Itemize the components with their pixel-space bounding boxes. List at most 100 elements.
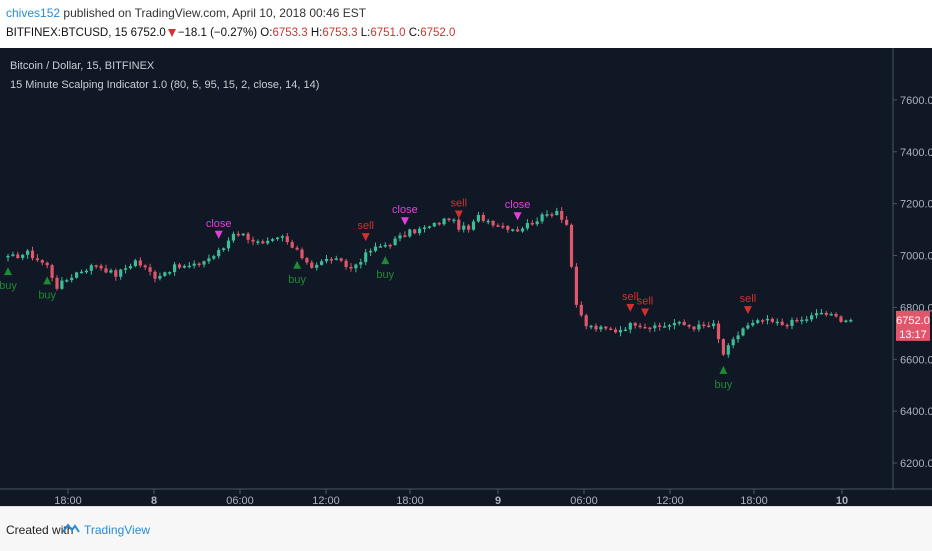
bar-countdown: 13:17 (899, 329, 927, 341)
candle-body (266, 240, 270, 244)
candle-body (579, 304, 583, 316)
candle-body (290, 242, 294, 248)
candle-body (667, 325, 672, 327)
candle-body (222, 248, 226, 250)
candle-body (114, 270, 118, 277)
candle-body (653, 325, 657, 329)
candle-body (295, 247, 299, 250)
down-arrow-icon (167, 29, 176, 37)
author-link[interactable]: chives152 (6, 6, 61, 20)
chart-background (0, 48, 932, 506)
candle-body (364, 252, 368, 263)
candle-body (359, 262, 363, 265)
buy-signal-label: buy (715, 379, 733, 391)
price-chart[interactable]: Bitcoin / Dollar, 15, BITFINEX 15 Minute… (0, 48, 932, 507)
chart-header: chives152 published on TradingView.com, … (0, 0, 932, 48)
candle-body (60, 280, 64, 289)
created-with-text: Created with (6, 523, 74, 537)
candle-body (339, 258, 343, 261)
candle-body (716, 323, 721, 340)
candle-body (751, 322, 755, 326)
candle-body (824, 312, 828, 315)
tradingview-brand[interactable]: TradingView (84, 523, 151, 537)
open-value: 6753.3 (272, 27, 308, 39)
candle-body (692, 326, 696, 330)
time-tick-label: 8 (151, 495, 157, 506)
candle-body (119, 269, 123, 277)
candle-body (207, 258, 211, 262)
candle-body (741, 328, 745, 336)
chart-panel[interactable]: Bitcoin / Dollar, 15, BITFINEX 15 Minute… (0, 48, 932, 507)
candle-body (163, 272, 167, 276)
close-value: 6752.0 (420, 27, 456, 39)
candle-body (138, 260, 142, 266)
candle-body (814, 313, 819, 316)
close-arrow-icon (214, 230, 223, 239)
candle-body (369, 250, 373, 253)
candle-body (452, 219, 456, 222)
candle-body (21, 254, 25, 258)
indicator-title: 15 Minute Scalping Indicator 1.0 (80, 5,… (10, 79, 319, 91)
candle-body (677, 321, 681, 324)
candle-body (756, 320, 760, 323)
candle-body (555, 210, 559, 216)
candle-body (202, 261, 206, 265)
candle-body (525, 223, 529, 229)
candle-body (770, 318, 774, 322)
candle-body (50, 265, 54, 278)
candle-body (765, 318, 770, 321)
candle-body (790, 319, 794, 327)
candle-body (153, 271, 157, 279)
candle-body (133, 260, 137, 267)
candle-body (618, 329, 623, 333)
sell-arrow-icon (641, 308, 649, 317)
time-tick-label: 06:00 (226, 495, 254, 506)
high-label: H: (310, 27, 323, 39)
candle-body (663, 326, 667, 328)
candle-body (471, 221, 476, 230)
buy-arrow-icon (293, 260, 302, 269)
candle-body (251, 239, 255, 242)
candle-body (614, 329, 618, 333)
candle-body (442, 218, 446, 225)
candle-body (731, 339, 735, 346)
candle-body (702, 324, 706, 327)
price-tick-label: 6600.0 (900, 354, 932, 366)
candle-body (795, 319, 799, 322)
candle-body (467, 225, 471, 230)
candle-body (354, 264, 358, 269)
candle-body (315, 264, 319, 268)
candle-body (800, 319, 804, 322)
candle-body (643, 327, 647, 329)
candle-body (84, 270, 88, 273)
candle-body (520, 228, 525, 232)
candle-body (540, 214, 544, 222)
candle-body (594, 325, 598, 330)
price-tick-label: 7000.0 (900, 251, 932, 263)
candle-body (388, 244, 392, 247)
candle-body (486, 220, 490, 223)
candle-body (432, 222, 436, 227)
candle-body (231, 233, 235, 241)
sell-arrow-icon (454, 210, 463, 219)
sell-signal-label: sell (357, 220, 374, 232)
buy-signal-label: buy (376, 269, 394, 281)
buy-arrow-icon (381, 256, 390, 265)
candle-body (604, 326, 608, 329)
time-tick-label: 18:00 (396, 495, 424, 506)
candle-body (599, 326, 603, 330)
candle-body (418, 228, 422, 234)
candle-body (79, 271, 84, 274)
candle-body (481, 214, 485, 221)
open-label: O: (260, 27, 273, 39)
last-price-value: 6752.0 (896, 315, 930, 327)
close-arrow-icon (513, 212, 522, 221)
candle-body (226, 240, 231, 249)
buy-signal-label: buy (0, 280, 17, 292)
sell-signal-label: sell (740, 293, 757, 305)
candle-body (584, 315, 588, 327)
candle-body (726, 345, 730, 355)
close-label: C: (408, 27, 421, 39)
sell-arrow-icon (361, 233, 370, 242)
candle-body (158, 275, 162, 279)
